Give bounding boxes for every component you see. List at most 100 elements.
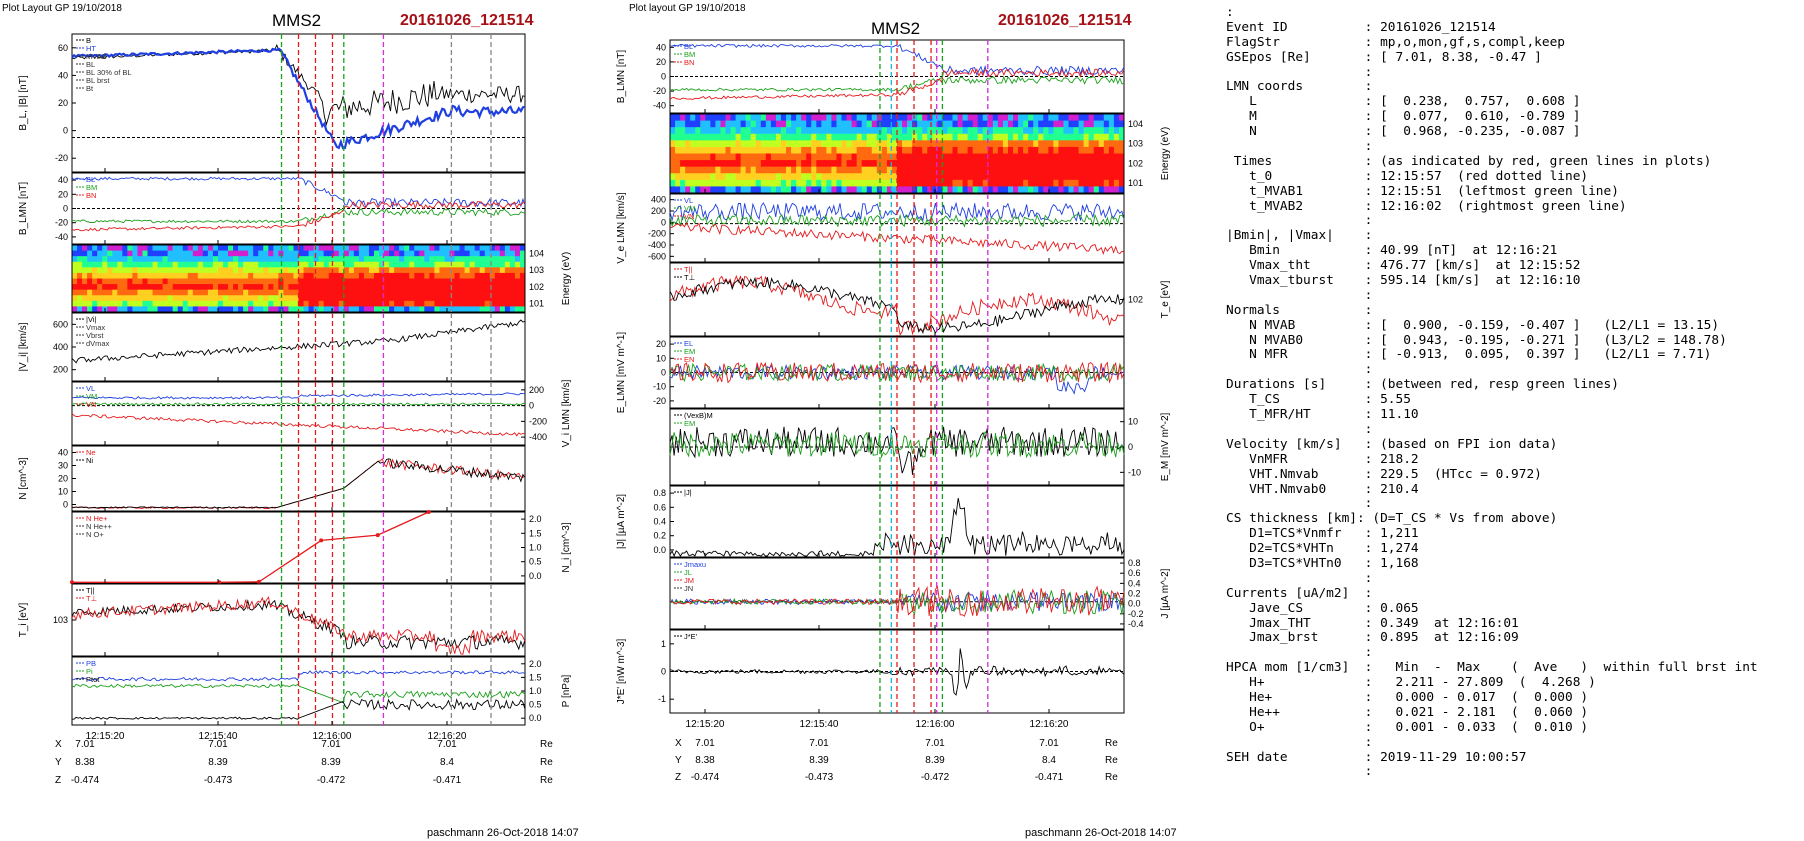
left-ylabel: B_LMN [nT] [18,182,29,236]
right-spectrogram-cell [1078,186,1085,194]
right-spectrogram-cell [1038,133,1044,141]
left-spectrogram-cell [192,272,199,279]
right-spectrogram-cell [1093,153,1100,161]
right-spectrogram-cell [987,186,994,194]
right-spectrogram-cell [962,160,969,168]
right-spectrogram-cell [886,120,893,128]
right-spectrogram-cell [705,173,711,181]
right-spectrogram-cell [1078,114,1085,122]
right-spectrogram-cell [821,186,827,194]
left-spectrogram-cell [409,250,415,257]
right-spectrogram-cell [871,186,878,194]
right-spectrogram-cell [1033,160,1039,168]
left-spectrogram-cell [288,306,294,313]
right-spectrogram-cell [917,114,923,122]
right-spectrogram-cell [1103,146,1110,154]
right-spectrogram-cell [730,173,737,181]
right-spectrogram-cell [871,166,878,174]
right-spectrogram-cell [780,146,787,154]
left-spectrogram-cell [404,267,410,274]
right-spectrogram-cell [876,133,883,141]
right-spectrogram-cell [720,114,726,122]
left-spectrogram-cell [102,295,108,302]
right-spectrogram-cell [796,186,802,194]
left-spectrogram-cell [223,261,229,268]
right-spectrogram-cell [1118,127,1125,135]
right-spectrogram-cell [1098,114,1105,122]
left-spectrogram-cell [187,284,194,291]
right-spectrogram-cell [1048,173,1054,181]
left-spectrogram-cell [358,300,365,307]
left-spectrogram-cell [379,306,385,313]
left-spectrogram-cell [499,272,506,279]
left-spectrogram-cell [374,272,380,279]
right-spectrogram-cell [1028,186,1034,194]
right-spectrogram-cell [1013,186,1019,194]
left-spectrogram-cell [97,284,103,291]
left-spectrogram-cell [238,256,244,263]
left-spectrogram-cell [122,289,128,296]
left-spectrogram-cell [484,284,491,291]
right-ytick-label: 1 [661,639,666,649]
left-spectrogram-cell [519,245,526,252]
left-spectrogram-cell [404,306,410,313]
left-spectrogram-cell [464,267,471,274]
left-spectrogram-cell [318,306,325,313]
right-spectrogram-cell [912,160,918,168]
left-spectrogram-cell [72,245,78,252]
right-spectrogram-cell [982,166,989,174]
right-spectrogram-cell [740,114,747,122]
left-spectrogram-cell [162,289,169,296]
right-series-line [669,589,1125,616]
right-spectrogram-cell [937,186,943,194]
left-spectrogram-cell [197,250,204,257]
right-spectrogram-cell [1118,146,1125,154]
right-spectrogram-cell [765,153,772,161]
right-spectrogram-cell [1063,186,1070,194]
left-spectrogram-cell [197,300,204,307]
right-spectrogram-cell [811,127,817,135]
right-spectrogram-cell [876,140,883,148]
right-spectrogram-cell [902,153,908,161]
right-spectrogram-cell [942,133,948,141]
right-spectrogram-cell [675,120,681,128]
left-spectrogram-cell [182,272,189,279]
right-spectrogram-cell [912,179,918,187]
right-spectrogram-cell [700,186,706,194]
right-spectrogram-cell [1007,186,1014,194]
right-spectrogram-cell [755,166,762,174]
left-spectrogram-cell [212,278,219,285]
left-spectrogram-cell [514,289,521,296]
right-spectrogram-cell [937,140,943,148]
left-spectrogram-cell [107,267,113,274]
left-spectrogram-cell [399,284,405,291]
left-spectrogram-cell [82,306,88,313]
right-spectrogram-cell [851,186,858,194]
right-spectrogram-cell [1058,140,1064,148]
left-spectrogram-cell [192,284,199,291]
left-spectrogram-cell [358,306,365,313]
left-spectrogram-cell [253,278,259,285]
left-spectrogram-cell [464,245,471,252]
right-spectrogram-cell [775,153,782,161]
left-spectrogram-cell [87,272,93,279]
right-spectrogram-cell [786,127,792,135]
left-legend-label: VL [86,384,95,393]
left-spectrogram-cell [499,306,506,313]
info-line: : [1226,362,1373,378]
info-line: Currents [uA/m2] : [1226,585,1373,601]
left-spectrogram-cell [217,300,224,307]
left-spectrogram-cell [414,278,420,285]
right-spectrogram-cell [745,120,752,128]
right-spectrogram-cell [917,140,923,148]
left-spectrogram-cell [399,306,405,313]
left-spectrogram-cell [233,267,239,274]
left-spectrogram-cell [499,300,506,307]
left-spectrogram-cell [192,300,199,307]
right-legend-label: JL [684,568,692,577]
right-spectrogram-cell [760,146,767,154]
ephemeris-value: 7.01 [925,738,945,749]
right-spectrogram-cell [786,133,792,141]
right-spectrogram-cell [932,114,938,122]
